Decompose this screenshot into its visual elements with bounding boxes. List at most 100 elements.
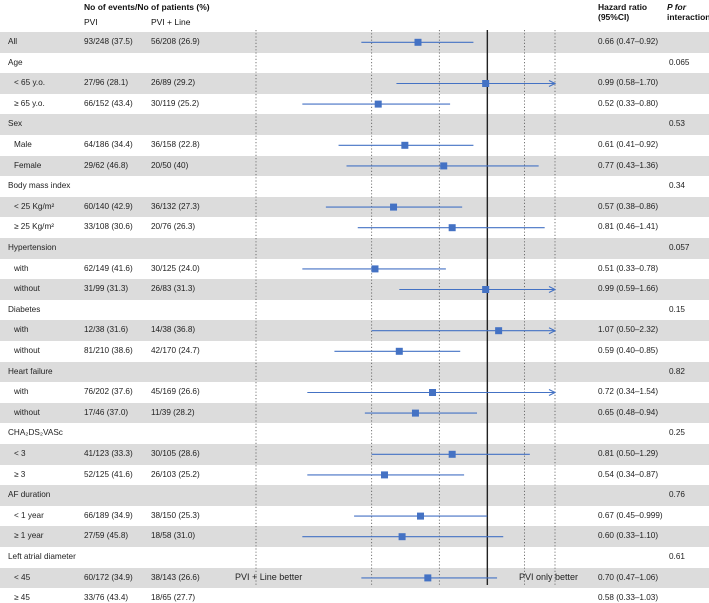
p-header-line1: P for — [667, 2, 687, 12]
group-label: Heart failure — [8, 366, 53, 376]
subgroup-label: ≥ 1 year — [14, 531, 44, 541]
forest-plot-svg: 0.250.501.001.50 — [255, 30, 557, 585]
hr-marker — [482, 286, 490, 293]
hr-marker — [482, 80, 490, 87]
p-interaction-cell: 0.76 — [669, 490, 685, 500]
pvi-line-events-cell: 26/89 (29.2) — [151, 78, 196, 88]
hazard-ratio-cell: 0.61 (0.41–0.92) — [598, 140, 659, 149]
row-shade — [0, 402, 709, 424]
group-label: Hypertension — [8, 243, 57, 252]
hr-marker — [429, 389, 437, 396]
hr-marker — [398, 533, 406, 541]
row-shade — [0, 73, 709, 94]
pvi-events-cell: 66/152 (43.4) — [84, 98, 133, 108]
row-shade — [0, 485, 709, 506]
hazard-ratio-cell: 0.66 (0.47–0.92) — [598, 37, 659, 46]
subgroup-label: without — [14, 407, 40, 417]
pvi-line-events-cell: 38/143 (26.6) — [151, 572, 200, 582]
pvi-events-cell: 12/38 (31.6) — [84, 325, 129, 335]
subgroup-label: Male — [14, 140, 32, 149]
pvi-events-cell: 64/186 (34.4) — [84, 140, 133, 149]
subgroup-label: < 3 — [14, 449, 26, 458]
hr-marker — [411, 409, 419, 417]
pvi-events-cell: 76/202 (37.6) — [84, 387, 133, 397]
hazard-ratio-cell: 0.59 (0.40–0.85) — [598, 346, 659, 355]
pvi-events-cell: 29/62 (46.8) — [84, 160, 129, 170]
hr-marker — [440, 162, 448, 170]
hr-marker — [390, 203, 398, 211]
subgroup-label: < 45 — [14, 572, 31, 582]
hr-marker — [395, 347, 403, 355]
pvi-events-cell: 60/172 (34.9) — [84, 572, 133, 582]
pvi-header: PVI — [84, 17, 98, 27]
pvi-events-cell: 66/189 (34.9) — [84, 510, 133, 520]
hr-marker — [417, 512, 425, 520]
pvi-events-cell: 93/248 (37.5) — [84, 37, 133, 46]
row-shade — [0, 361, 709, 383]
subgroup-label: without — [14, 346, 40, 355]
pvi-line-events-cell: 36/158 (22.8) — [151, 140, 200, 149]
pvi-line-events-cell: 30/119 (25.2) — [151, 98, 200, 108]
subgroup-label: < 65 y.o. — [14, 78, 46, 88]
p-interaction-cell: 0.15 — [669, 304, 685, 314]
subgroup-label: ≥ 25 Kg/m² — [14, 222, 54, 232]
pvi-line-events-cell: 30/105 (28.6) — [151, 449, 200, 458]
pvi-events-cell: 41/123 (33.3) — [84, 449, 133, 458]
hazard-ratio-cell: 0.77 (0.43–1.36) — [598, 160, 659, 170]
events-header: No of events/No of patients (%) — [84, 2, 210, 12]
hazard-ratio-cell: 0.99 (0.58–1.70) — [598, 78, 659, 88]
row-shade — [0, 320, 709, 341]
hazard-ratio-cell: 0.54 (0.34–0.87) — [598, 469, 659, 479]
row-shade — [0, 114, 709, 135]
hr-marker — [448, 450, 456, 458]
row-shade — [0, 279, 709, 300]
pvi-line-events-cell: 20/50 (40) — [151, 160, 189, 170]
p-interaction-cell: 0.82 — [669, 366, 685, 376]
left-favor-label: PVI + Line better — [235, 572, 303, 582]
group-label: Diabetes — [8, 304, 41, 314]
pvi-line-events-cell: 20/76 (26.3) — [151, 222, 196, 232]
pvi-events-cell: 33/76 (43.4) — [84, 593, 129, 603]
p-header-line2: interaction — [667, 12, 709, 22]
hazard-ratio-cell: 0.81 (0.50–1.29) — [598, 449, 659, 458]
hazard-ratio-cell: 1.07 (0.50–2.32) — [598, 325, 659, 335]
p-interaction-cell: 0.057 — [669, 243, 690, 252]
pvi-events-cell: 81/210 (38.6) — [84, 346, 133, 355]
group-label: Body mass index — [8, 181, 71, 191]
ci-arrow — [548, 286, 557, 293]
ci-arrow — [548, 80, 557, 87]
group-label: Age — [8, 57, 23, 67]
subgroup-label: Female — [14, 160, 42, 170]
subgroup-label: All — [8, 37, 18, 46]
hazard-ratio-cell: 0.70 (0.47–1.06) — [598, 572, 659, 582]
pvi-line-header: PVI + Line — [151, 17, 191, 27]
pvi-line-events-cell: 18/58 (31.0) — [151, 531, 196, 541]
hr-marker — [374, 100, 382, 108]
group-label: AF duration — [8, 490, 51, 500]
pvi-events-cell: 17/46 (37.0) — [84, 407, 129, 417]
hr-header: Hazard ratio (95%CI) — [598, 2, 647, 22]
hr-marker — [424, 574, 432, 582]
group-label: CHA₂DS₂VASc — [8, 428, 63, 438]
p-interaction-cell: 0.34 — [669, 181, 685, 191]
row-shade — [0, 32, 709, 53]
pvi-events-cell: 27/59 (45.8) — [84, 531, 129, 541]
ci-arrow — [548, 389, 557, 396]
subgroup-label: ≥ 3 — [14, 469, 26, 479]
hazard-ratio-cell: 0.57 (0.38–0.86) — [598, 201, 659, 211]
p-interaction-header: P for interaction — [667, 2, 709, 22]
p-interaction-cell: 0.25 — [669, 428, 685, 438]
hazard-ratio-cell: 0.58 (0.33–1.03) — [598, 593, 659, 603]
subgroup-label: < 25 Kg/m² — [14, 201, 55, 211]
pvi-line-events-cell: 26/103 (25.2) — [151, 469, 200, 479]
hazard-ratio-cell: 0.72 (0.34–1.54) — [598, 387, 659, 397]
pvi-events-cell: 27/96 (28.1) — [84, 78, 129, 88]
hazard-ratio-cell: 0.52 (0.33–0.80) — [598, 98, 659, 108]
right-favor-label: PVI only better — [519, 572, 579, 582]
hazard-ratio-cell: 0.67 (0.45–0.999) — [598, 510, 663, 520]
pvi-events-cell: 60/140 (42.9) — [84, 201, 133, 211]
hr-marker — [495, 327, 503, 335]
ci-arrow — [548, 327, 557, 335]
pvi-line-events-cell: 56/208 (26.9) — [151, 37, 200, 46]
hr-marker — [381, 471, 389, 479]
